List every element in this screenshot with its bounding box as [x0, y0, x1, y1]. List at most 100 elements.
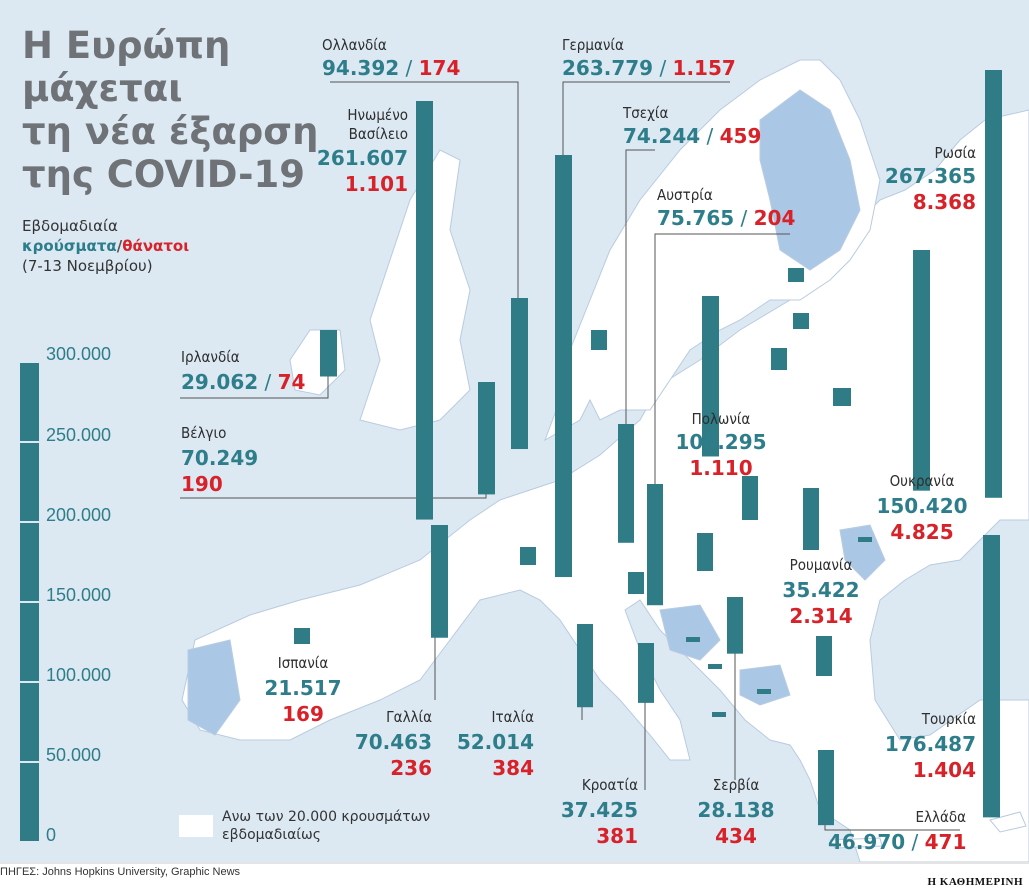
- scale-tick-label: 100.000: [46, 665, 112, 685]
- cases-bar: [727, 597, 743, 654]
- bulgaria-marker: [816, 636, 832, 676]
- cases-label: 263.779: [562, 56, 654, 80]
- title-line-2: μάχεται: [22, 67, 183, 110]
- cases-label: 75.765: [657, 206, 735, 230]
- denmark-marker: [591, 330, 607, 350]
- country-name-austria: Αυστρία: [657, 186, 713, 204]
- deaths-label: 74: [277, 370, 306, 394]
- cases-bar: [618, 424, 634, 543]
- cases-label-turkey: 176.487: [884, 732, 976, 756]
- slovenia-marker: [628, 572, 644, 594]
- country-values-ireland: 29.062 / 74: [181, 370, 306, 394]
- north-macedonia-marker: [757, 689, 771, 694]
- country-values-greece: 46.970 / 471: [828, 830, 967, 854]
- portugal-highlight: [187, 639, 241, 736]
- subtitle-deaths-word: θάνατοι: [122, 237, 190, 255]
- cases-label: 29.062: [181, 370, 259, 394]
- scale-segment: [20, 763, 39, 841]
- moldova-highlight: [839, 524, 886, 581]
- cases-bar: [985, 70, 1002, 498]
- cases-bar: [577, 624, 593, 708]
- country-name-romania: Ρουμανία: [789, 556, 853, 574]
- deaths-label-poland: 1.110: [689, 456, 753, 480]
- country-name-russia: Ρωσία: [934, 144, 976, 162]
- deaths-label-italy: 384: [492, 756, 534, 780]
- legend-line-1: Ανω των 20.000 κρουσμάτων: [222, 809, 431, 825]
- cases-bar: [320, 330, 337, 377]
- cases-bar: [983, 535, 1000, 818]
- cases-bar: [647, 484, 663, 606]
- legend-line-2: εβδομαδιαίως: [222, 827, 321, 843]
- deaths-label-serbia: 434: [715, 824, 757, 848]
- bosnia-marker: [686, 637, 700, 642]
- footer-divider: [0, 862, 1029, 864]
- country-name-spain: Ισπανία: [277, 654, 329, 672]
- hungary-marker: [742, 476, 758, 520]
- cases-bar: [913, 250, 930, 491]
- deaths-label: 204: [753, 206, 796, 230]
- deaths-label-romania: 2.314: [789, 604, 853, 628]
- country-values-czechia: 74.244 / 459: [623, 124, 762, 148]
- country-name-greece: Ελλάδα: [915, 808, 966, 826]
- country-name-uk-line1: Ηνωμένο: [347, 106, 408, 124]
- cases-label-belgium: 70.249: [181, 446, 259, 470]
- scale-tick-label: 150.000: [46, 585, 112, 605]
- country-values-germany: 263.779 / 1.157: [562, 56, 736, 80]
- montenegro-marker: [708, 664, 722, 669]
- deaths-label-uk: 1.101: [344, 172, 408, 196]
- scale-tick-label: 300.000: [46, 344, 112, 364]
- cases-bar: [638, 643, 654, 703]
- country-name-serbia: Σερβία: [712, 776, 760, 794]
- albania-marker: [712, 712, 726, 717]
- great-britain-land: [359, 149, 471, 431]
- crete-land: [829, 837, 883, 849]
- cases-bar: [416, 101, 433, 520]
- cases-bar: [702, 296, 719, 457]
- cases-label-romania: 35.422: [782, 578, 860, 602]
- cases-label-ukraine: 150.420: [876, 494, 968, 518]
- cases-label-italy: 52.014: [456, 730, 534, 754]
- estonia-marker: [788, 268, 804, 282]
- country-name-uk-line2: Βασίλειο: [348, 125, 408, 143]
- country-name-germany: Γερμανία: [562, 36, 624, 54]
- publisher-brand: Η ΚΑΘΗΜΕΡΙΝΗ: [927, 876, 1023, 888]
- title-line-4: της COVID-19: [22, 153, 306, 196]
- cases-label-poland: 100.295: [675, 430, 767, 454]
- country-name-ireland: Ιρλανδία: [181, 348, 240, 366]
- subtitle-line-2: κρούσματα/θάνατοι: [22, 236, 189, 256]
- moldova-small-marker: [858, 537, 872, 542]
- cases-bars: [320, 70, 1002, 826]
- country-values-netherlands: 94.392 / 174: [322, 56, 461, 80]
- cases-label-france: 70.463: [354, 730, 432, 754]
- country-name-czechia: Τσεχία: [623, 104, 669, 122]
- portugal-marker: [294, 628, 310, 644]
- cases-bar: [478, 382, 495, 495]
- country-values-austria: 75.765 / 204: [657, 206, 796, 230]
- cases-bar: [818, 750, 834, 826]
- scale-tick-label: 200.000: [46, 505, 112, 525]
- title-line-1: Η Ευρώπη: [22, 24, 231, 67]
- scale-tick-label: 0: [46, 825, 57, 845]
- cyprus-land: [989, 811, 1027, 833]
- cases-bar: [555, 155, 572, 578]
- latvia-marker: [793, 313, 809, 329]
- deaths-label-russia: 8.368: [912, 190, 976, 214]
- cases-bar: [431, 525, 448, 638]
- deaths-label-turkey: 1.404: [912, 758, 976, 782]
- deaths-label: 1.157: [672, 56, 736, 80]
- deaths-label: 471: [924, 830, 967, 854]
- title-line-3: τη νέα έξαρση: [22, 110, 319, 153]
- scale-bar: [20, 363, 39, 841]
- macedonia-highlight: [739, 664, 791, 706]
- deaths-label: 174: [418, 56, 461, 80]
- scale-tick-label: 50.000: [46, 745, 102, 765]
- switzerland-marker: [520, 547, 536, 565]
- cases-label-spain: 21.517: [264, 676, 342, 700]
- scale-segment: [20, 363, 39, 441]
- belarus-marker: [833, 388, 851, 406]
- moldova-marker: [803, 488, 819, 550]
- country-name-croatia: Κροατία: [581, 776, 638, 794]
- cases-label: 94.392: [322, 56, 400, 80]
- deaths-label-croatia: 381: [596, 824, 638, 848]
- finland-highlight: [759, 89, 861, 271]
